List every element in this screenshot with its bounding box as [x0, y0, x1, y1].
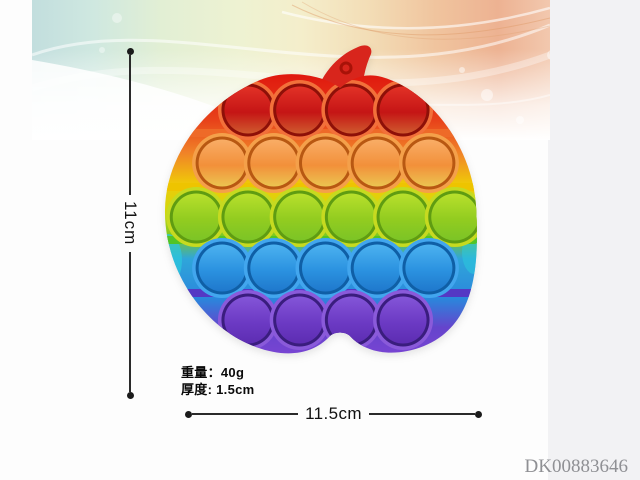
- bubble: [405, 139, 453, 187]
- bubble: [405, 244, 453, 292]
- bubble: [379, 86, 427, 134]
- bubble: [327, 193, 375, 241]
- right-edge-strip: [548, 0, 640, 480]
- dimension-line-segment: [129, 55, 131, 196]
- weight-spec: 重量：40g: [181, 365, 245, 380]
- bubble: [327, 86, 375, 134]
- bubble: [431, 193, 477, 241]
- width-dimension-label: 11.5cm: [305, 404, 362, 423]
- width-dimension-line: 11.5cm: [185, 404, 483, 423]
- product-specs: 重量：40g 厚度: 1.5cm: [181, 364, 255, 398]
- bubble: [302, 139, 349, 187]
- height-dimension-label: 11cm: [121, 201, 140, 246]
- bubble: [250, 139, 298, 187]
- dimension-endpoint-dot: [185, 410, 192, 418]
- bubble: [302, 244, 349, 292]
- bubble: [250, 244, 298, 292]
- dimension-endpoint-dot: [475, 410, 483, 418]
- bubble: [276, 193, 324, 241]
- bubble: [379, 193, 427, 241]
- bubbles-grid: [166, 80, 477, 350]
- thickness-spec: 厚度: 1.5cm: [181, 382, 255, 397]
- dimension-line-segment: [192, 413, 299, 415]
- product-code: DK00883646: [524, 456, 628, 477]
- bubble: [224, 193, 272, 241]
- bubble: [379, 296, 427, 344]
- dimension-line-segment: [368, 413, 476, 415]
- bubble: [224, 86, 272, 134]
- bubble: [276, 296, 324, 344]
- dimension-endpoint-dot: [126, 48, 134, 55]
- bubble: [172, 193, 220, 241]
- stem-hole: [339, 61, 353, 75]
- dimension-endpoint-dot: [126, 392, 134, 399]
- bubble: [198, 139, 246, 187]
- bubble: [353, 139, 401, 187]
- bubble: [224, 296, 272, 344]
- bubble: [353, 244, 401, 292]
- dimension-line-segment: [129, 251, 131, 392]
- bubble: [276, 86, 324, 134]
- bubble: [327, 296, 375, 344]
- bubble: [198, 244, 246, 292]
- height-dimension-line: 11cm: [121, 48, 140, 399]
- pop-it-toy-image: [164, 45, 477, 354]
